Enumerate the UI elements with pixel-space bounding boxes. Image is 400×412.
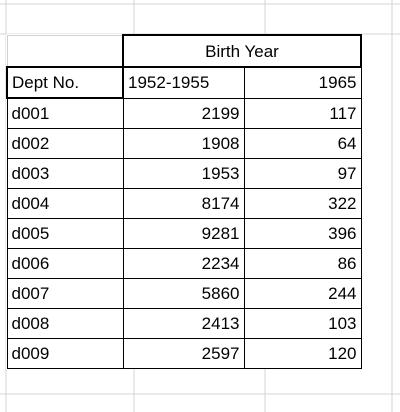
table-row: d008 2413 103	[6, 308, 362, 339]
count-1965-cell[interactable]: 103	[243, 308, 362, 339]
table-row: d005 9281 396	[6, 218, 362, 249]
dept-cell[interactable]: d004	[6, 188, 124, 219]
table-row: d003 1953 97	[6, 158, 362, 189]
count-1965-cell[interactable]: 97	[243, 158, 362, 189]
count-1952-1955-cell[interactable]: 2413	[122, 308, 245, 339]
dept-cell[interactable]: d001	[6, 97, 124, 129]
count-1965-cell[interactable]: 86	[243, 248, 362, 279]
dept-cell[interactable]: d006	[6, 248, 124, 279]
table-row: d007 5860 244	[6, 278, 362, 309]
birth-year-header[interactable]: Birth Year	[122, 34, 362, 68]
dept-cell[interactable]: d003	[6, 158, 124, 189]
count-1952-1955-cell[interactable]: 5860	[122, 278, 245, 309]
count-1965-cell[interactable]: 322	[243, 188, 362, 219]
table-row: d009 2597 120	[6, 338, 362, 369]
count-1965-cell[interactable]: 120	[243, 338, 362, 369]
year-1965-header[interactable]: 1965	[243, 66, 362, 99]
dept-cell[interactable]: d007	[6, 278, 124, 309]
empty-header-cell[interactable]	[6, 34, 124, 68]
count-1952-1955-cell[interactable]: 2199	[122, 97, 245, 129]
table-row: d004 8174 322	[6, 188, 362, 219]
column-header-row: Dept No. 1952-1955 1965	[6, 66, 362, 99]
dept-cell[interactable]: d005	[6, 218, 124, 249]
table-row: d001 2199 117	[6, 97, 362, 129]
table-row: d002 1908 64	[6, 128, 362, 159]
data-table: Birth Year Dept No. 1952-1955 1965 d001 …	[6, 34, 362, 369]
count-1952-1955-cell[interactable]: 2234	[122, 248, 245, 279]
dept-no-header[interactable]: Dept No.	[6, 66, 124, 99]
count-1952-1955-cell[interactable]: 9281	[122, 218, 245, 249]
count-1952-1955-cell[interactable]: 8174	[122, 188, 245, 219]
group-header-row: Birth Year	[6, 34, 362, 68]
count-1965-cell[interactable]: 64	[243, 128, 362, 159]
dept-cell[interactable]: d002	[6, 128, 124, 159]
dept-cell[interactable]: d009	[6, 338, 124, 369]
count-1965-cell[interactable]: 244	[243, 278, 362, 309]
table-row: d006 2234 86	[6, 248, 362, 279]
dept-cell[interactable]: d008	[6, 308, 124, 339]
year-range-header[interactable]: 1952-1955	[122, 66, 245, 99]
count-1965-cell[interactable]: 396	[243, 218, 362, 249]
count-1952-1955-cell[interactable]: 1908	[122, 128, 245, 159]
count-1965-cell[interactable]: 117	[243, 97, 362, 129]
count-1952-1955-cell[interactable]: 2597	[122, 338, 245, 369]
count-1952-1955-cell[interactable]: 1953	[122, 158, 245, 189]
